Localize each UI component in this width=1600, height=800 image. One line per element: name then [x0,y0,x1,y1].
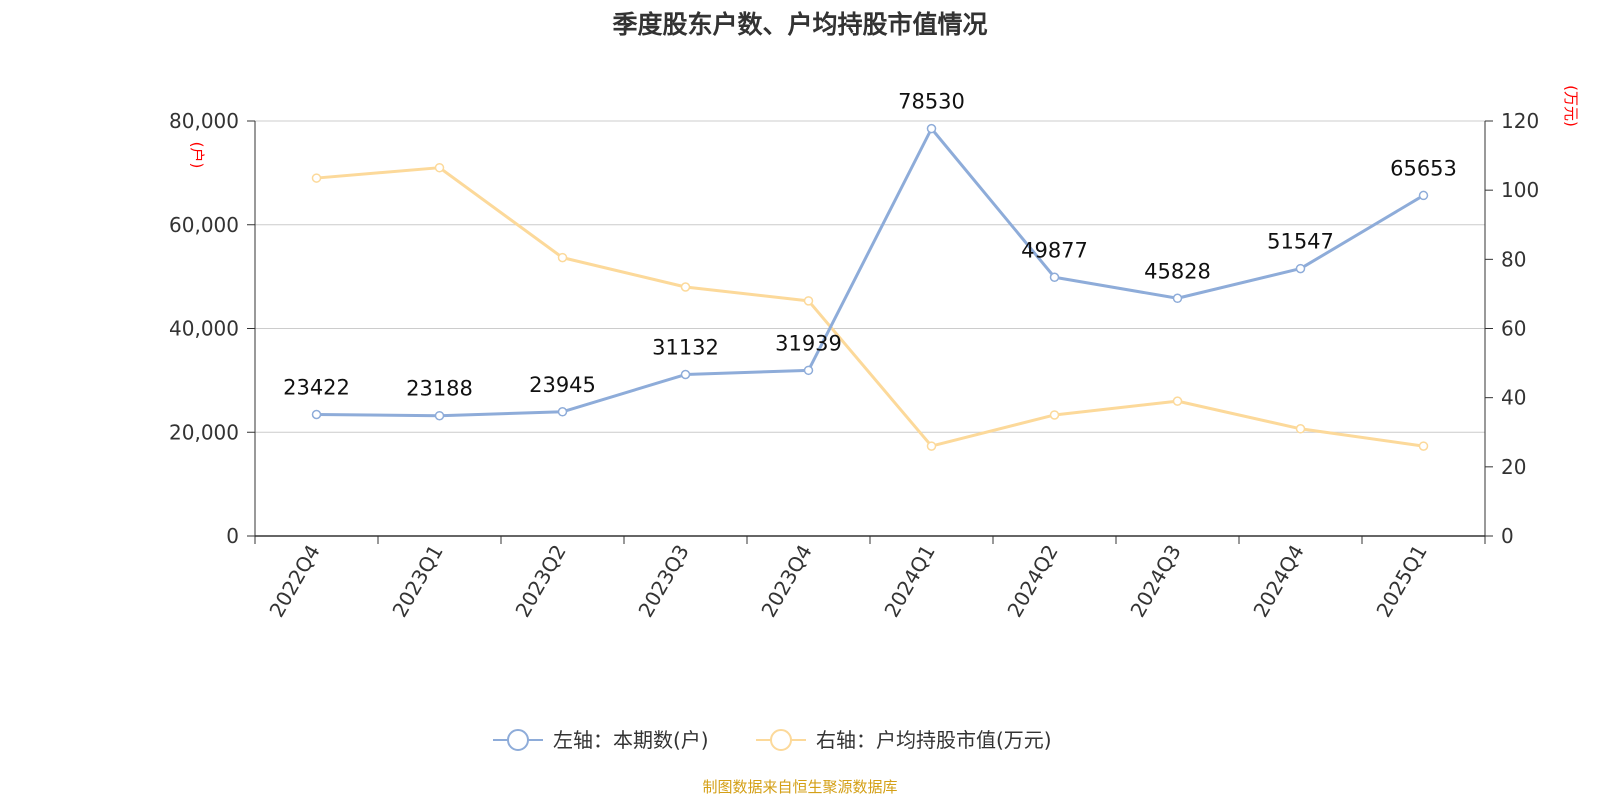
legend-label-right: 右轴：户均持股市值(万元) [816,728,1052,752]
data-label: 78530 [898,90,965,114]
chart-title: 季度股东户数、户均持股市值情况 [612,10,987,39]
axes: 0 20,000 40,000 60,000 80,000 0 20 40 60 80 100 120… [169,109,1539,621]
x-axis-tick-label: 2023Q3 [633,541,693,622]
legend-marker-circle [507,729,529,751]
source-note: 制图数据来自恒生聚源数据库 [702,778,897,796]
data-labels: 23422 23188 23945 31132 31939 78530 49877 45828… [283,90,1457,401]
legend: 左轴：本期数(户) 右轴：户均持股市值(万元) [493,728,1052,752]
avg-holding-value-point [434,162,445,173]
series [311,123,1429,451]
shareholder-count-point [311,409,322,420]
right-axis-tick-label: 120 [1501,109,1539,133]
right-axis-tick-label: 80 [1501,247,1526,271]
data-label: 31132 [652,336,719,360]
shareholder-count-line [316,127,1425,418]
data-label: 49877 [1021,238,1088,262]
shareholder-count-point [1049,272,1060,283]
legend-marker-circle [770,729,792,751]
x-axis-tick-label: 2024Q3 [1125,541,1185,622]
legend-label-left: 左轴：本期数(户) [553,728,709,752]
data-label: 23945 [529,373,596,397]
x-axis-tick-label: 2023Q4 [756,541,816,622]
x-axis-tick-label: 2024Q1 [879,541,939,622]
right-axis-tick-label: 0 [1501,524,1514,548]
left-axis-tick-label: 20,000 [169,420,239,444]
shareholder-count-point [1172,293,1183,304]
right-axis-unit: (万元) [1562,85,1580,127]
avg-holding-value-point [1049,410,1060,420]
shareholder-count-point [557,407,568,417]
data-label: 51547 [1267,230,1334,254]
legend-item-right[interactable]: 右轴：户均持股市值(万元) [756,728,1052,752]
x-axis-tick-label: 2024Q2 [1002,541,1062,622]
avg-holding-value-point [311,173,322,183]
avg-holding-value-point [680,282,691,292]
data-label: 45828 [1144,259,1211,283]
x-axis-tick-label: 2025Q1 [1371,541,1431,622]
left-axis-unit: (户) [188,142,206,169]
shareholder-count-point [803,365,814,376]
x-axis-tick-label: 2023Q1 [387,541,447,622]
left-axis-tick-label: 0 [226,524,239,548]
left-axis-tick-label: 40,000 [169,317,239,341]
right-axis-tick-label: 40 [1501,386,1526,410]
left-axis-tick-label: 60,000 [169,213,239,237]
right-axis-tick-label: 60 [1501,317,1526,341]
avg-holding-value-point [1295,424,1306,434]
avg-holding-value-line [316,166,1424,448]
data-label: 23422 [283,375,350,399]
x-axis-tick-label: 2024Q4 [1248,541,1308,622]
avg-holding-value-point [1172,396,1183,406]
shareholder-count-point [680,369,691,380]
data-label: 31939 [775,331,842,355]
shareholder-count-point [434,410,445,421]
shareholder-count-point [1295,263,1306,274]
right-axis-tick-label: 100 [1501,178,1539,202]
data-label: 65653 [1390,156,1457,180]
avg-holding-value-point [803,296,814,306]
data-label: 23188 [406,377,473,401]
shareholder-count-point [1418,190,1429,201]
right-axis-tick-label: 20 [1501,455,1526,479]
avg-holding-value-point [1418,441,1429,451]
grid-lines [255,120,1485,433]
avg-holding-value-point [926,441,937,451]
x-axis-tick-label: 2022Q4 [264,541,324,622]
legend-item-left[interactable]: 左轴：本期数(户) [493,728,709,752]
x-axis-tick-label: 2023Q2 [510,541,570,622]
avg-holding-value-point [557,252,568,263]
shareholder-count-point [926,123,937,134]
left-axis-tick-label: 80,000 [169,109,239,133]
